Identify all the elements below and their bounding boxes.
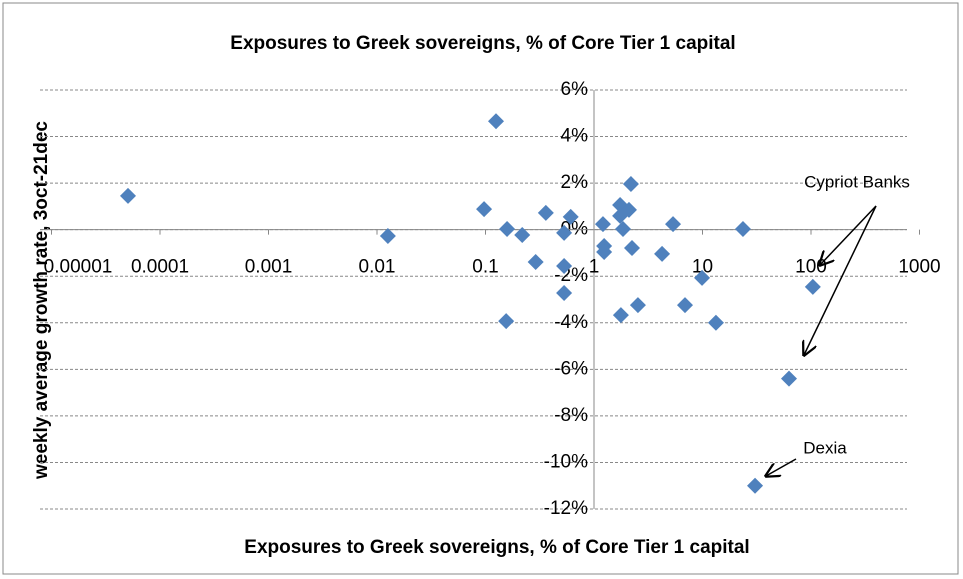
annotation: Dexia [803, 438, 847, 457]
x-tick-label: 10 [692, 257, 713, 278]
x-tick-label: 0.0001 [131, 257, 189, 278]
x-axis-title: Exposures to Greek sovereigns, % of Core… [244, 537, 749, 558]
x-tick-label: 0.001 [245, 257, 293, 278]
point [781, 370, 798, 387]
annotation-arrow [804, 205, 877, 355]
annotation: Cypriot Banks [804, 172, 910, 191]
y-tick-label: -12% [544, 498, 588, 519]
annotation-arrow [766, 458, 797, 476]
y-axis-title: weekly average growth rate, 3oct-21dec [31, 121, 52, 480]
point [594, 216, 611, 233]
point [629, 297, 646, 314]
x-tick-label: 1 [589, 257, 600, 278]
point [677, 297, 694, 314]
y-tick-label: -6% [554, 358, 588, 379]
x-tick-label: 100 [795, 257, 827, 278]
point [804, 278, 821, 295]
y-tick-label: 2% [561, 172, 589, 193]
point [527, 254, 544, 271]
point [734, 220, 751, 237]
point [498, 313, 515, 330]
point [119, 187, 136, 204]
point [654, 245, 671, 262]
point [562, 208, 579, 225]
point [747, 477, 764, 494]
chart-title: Exposures to Greek sovereigns, % of Core… [230, 33, 735, 54]
y-tick-label: -10% [544, 451, 588, 472]
point [624, 240, 641, 257]
point [476, 201, 493, 218]
point [537, 204, 554, 221]
point [694, 269, 711, 286]
point [707, 314, 724, 331]
point [614, 220, 631, 237]
plot-area: -12%-10%-8%-6%-4%-2%0%2%4%6%0.00001 0.000… [40, 79, 941, 519]
point [665, 216, 682, 233]
point [514, 227, 531, 244]
y-tick-label: 4% [561, 126, 589, 147]
point [612, 307, 629, 324]
annotation-arrow [820, 205, 877, 265]
y-tick-label: 6% [561, 79, 589, 100]
point [488, 113, 505, 130]
point [596, 244, 613, 261]
y-tick-label: -4% [554, 312, 588, 333]
point [499, 220, 516, 237]
point [556, 257, 573, 274]
y-tick-label: -8% [554, 405, 588, 426]
point [556, 224, 573, 241]
point [379, 227, 396, 244]
point [622, 176, 639, 193]
point [556, 284, 573, 301]
x-tick-label: 1000 [898, 257, 940, 278]
x-tick-label: 0.00001 [44, 257, 113, 278]
x-tick-label: 0.01 [359, 257, 396, 278]
x-tick-label: 0.1 [472, 257, 498, 278]
point [612, 207, 629, 224]
